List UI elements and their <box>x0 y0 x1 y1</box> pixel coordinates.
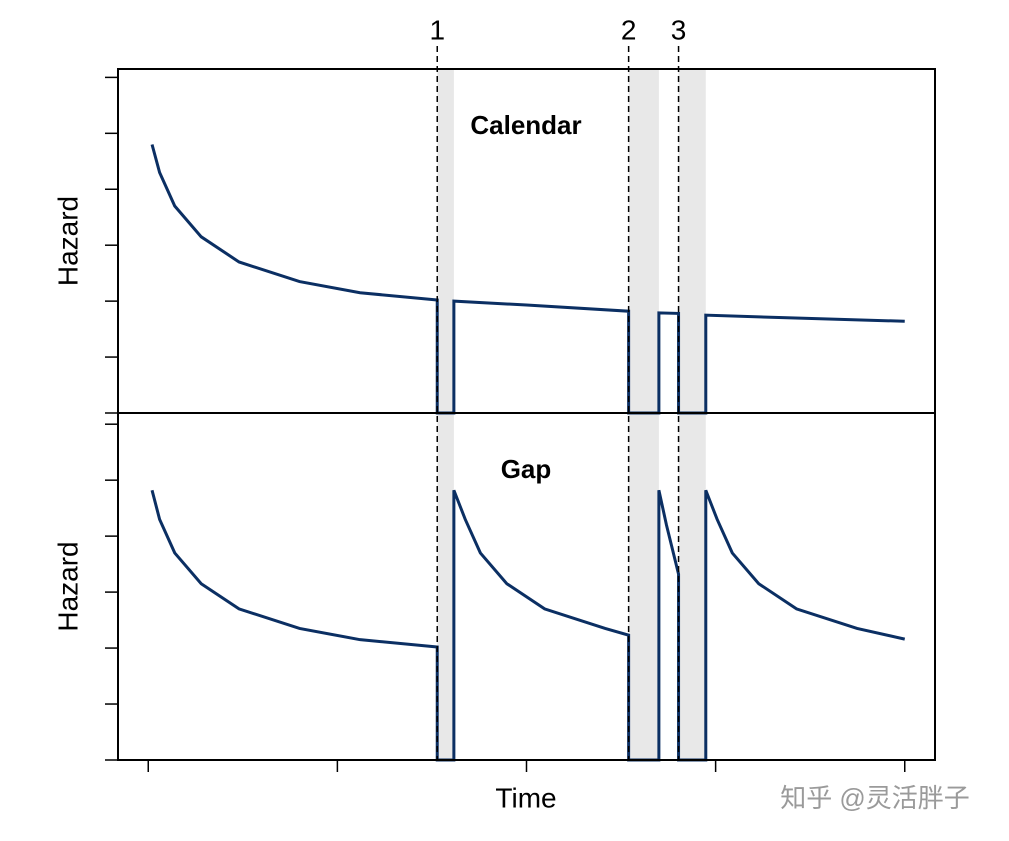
event-label: 3 <box>671 14 687 45</box>
y-axis-label: Hazard <box>52 541 83 631</box>
panel-title: Gap <box>501 454 552 484</box>
watermark: 知乎 @灵活胖子 <box>780 783 970 813</box>
event-label: 2 <box>621 14 637 45</box>
x-axis-label: Time <box>495 782 556 813</box>
event-label: 1 <box>429 14 445 45</box>
y-axis-label: Hazard <box>52 196 83 286</box>
hazard-line <box>150 144 905 415</box>
hazard-line <box>150 489 906 762</box>
panel-title: Calendar <box>470 110 581 140</box>
